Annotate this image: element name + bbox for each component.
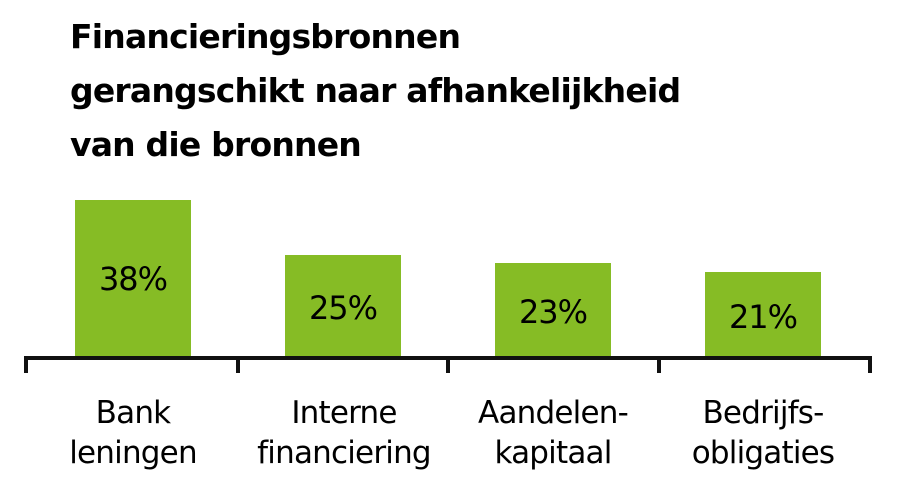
- category-line: obligaties: [691, 435, 835, 471]
- category-label-interne-financiering: Interne financiering: [239, 393, 449, 473]
- x-axis-tick: [446, 356, 450, 373]
- x-axis-tick: [236, 356, 240, 373]
- category-line: kapitaal: [494, 435, 612, 471]
- category-line: leningen: [69, 435, 197, 471]
- category-label-bedrijfsobligaties: Bedrijfs- obligaties: [658, 393, 868, 473]
- category-line: Bedrijfs-: [702, 395, 824, 431]
- bar-bank-leningen: 38%: [75, 200, 191, 357]
- bar-bedrijfsobligaties: 21%: [705, 272, 821, 357]
- category-line: financiering: [257, 435, 431, 471]
- bar-value-label: 38%: [98, 260, 168, 298]
- bar-value-label: 23%: [518, 293, 588, 331]
- category-label-bank-leningen: Bank leningen: [28, 393, 238, 473]
- chart-title: Financieringsbronnen gerangschikt naar a…: [70, 10, 870, 172]
- chart-title-line-1: Financieringsbronnen: [70, 17, 461, 56]
- bar-value-label: 21%: [728, 298, 798, 336]
- category-label-aandelenkapitaal: Aandelen- kapitaal: [448, 393, 658, 473]
- category-line: Interne: [291, 395, 397, 431]
- chart-title-line-3: van die bronnen: [70, 125, 362, 164]
- x-axis-tick: [657, 356, 661, 373]
- bar-interne-financiering: 25%: [285, 255, 401, 357]
- bar-aandelenkapitaal: 23%: [495, 263, 611, 357]
- bar-value-label: 25%: [308, 289, 378, 327]
- category-line: Bank: [95, 395, 171, 431]
- x-axis-tick: [24, 356, 28, 373]
- category-line: Aandelen-: [478, 395, 629, 431]
- x-axis-tick: [868, 356, 872, 373]
- chart-title-line-2: gerangschikt naar afhankelijkheid: [70, 71, 681, 110]
